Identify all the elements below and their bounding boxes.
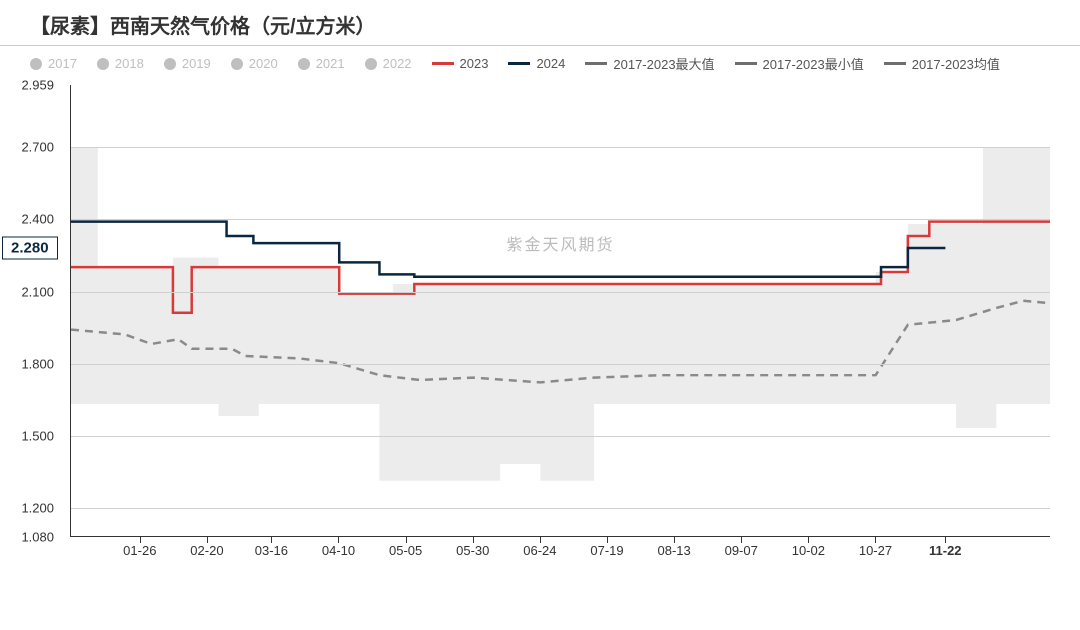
legend-dot-icon [164, 58, 176, 70]
chart-svg [71, 85, 1050, 536]
plot-area: 紫金天风期货 [70, 85, 1050, 537]
legend-line-icon [884, 62, 906, 65]
x-tick-mark [473, 537, 474, 543]
legend-label: 2019 [182, 56, 211, 71]
x-tick-mark [338, 537, 339, 543]
legend: 2017 2018 2019 2020 2021 2022 2023 2024 2017-202… [0, 46, 1080, 77]
gridline [71, 292, 1050, 293]
legend-item[interactable]: 2023 [432, 56, 489, 71]
x-tick-mark [674, 537, 675, 543]
legend-item[interactable]: 2017-2023均值 [884, 54, 1000, 73]
y-tick-label: 2.700 [21, 140, 62, 155]
legend-label: 2020 [249, 56, 278, 71]
y-tick-label: 1.500 [21, 428, 62, 443]
legend-item[interactable]: 2019 [164, 56, 211, 71]
x-tick-mark [741, 537, 742, 543]
legend-line-icon [508, 62, 530, 65]
y-tick-label: 2.959 [21, 78, 62, 93]
legend-label: 2024 [536, 56, 565, 71]
legend-item[interactable]: 2017-2023最小值 [735, 54, 864, 73]
y-tick-label: 1.800 [21, 356, 62, 371]
x-tick-mark [271, 537, 272, 543]
legend-label: 2017-2023均值 [912, 54, 1000, 73]
y-tick-label: 1.080 [21, 530, 62, 545]
x-tick-mark [406, 537, 407, 543]
x-tick-mark [875, 537, 876, 543]
y-tick-label: 2.400 [21, 212, 62, 227]
legend-dot-icon [298, 58, 310, 70]
legend-item[interactable]: 2018 [97, 56, 144, 71]
x-tick-mark [607, 537, 608, 543]
min-max-band [71, 147, 1050, 481]
gridline [71, 436, 1050, 437]
x-tick-mark [540, 537, 541, 543]
legend-item[interactable]: 2020 [231, 56, 278, 71]
x-tick-mark [207, 537, 208, 543]
legend-dot-icon [97, 58, 109, 70]
legend-dot-icon [30, 58, 42, 70]
legend-label: 2017 [48, 56, 77, 71]
legend-line-icon [585, 62, 607, 65]
gridline [71, 364, 1050, 365]
legend-label: 2017-2023最小值 [763, 54, 864, 73]
legend-item[interactable]: 2022 [365, 56, 412, 71]
legend-item[interactable]: 2017-2023最大值 [585, 54, 714, 73]
legend-label: 2018 [115, 56, 144, 71]
legend-label: 2023 [460, 56, 489, 71]
y-tick-label: 1.200 [21, 501, 62, 516]
y-tick-label: 2.100 [21, 284, 62, 299]
gridline [71, 508, 1050, 509]
x-tick-mark [808, 537, 809, 543]
x-tick-mark [140, 537, 141, 543]
legend-label: 2017-2023最大值 [613, 54, 714, 73]
value-callout: 2.280 [2, 237, 58, 260]
gridline [71, 147, 1050, 148]
gridline [71, 219, 1050, 220]
legend-label: 2021 [316, 56, 345, 71]
legend-item[interactable]: 2021 [298, 56, 345, 71]
x-tick-mark [945, 537, 946, 543]
legend-item[interactable]: 2024 [508, 56, 565, 71]
chart-area: 紫金天风期货 2.280 1.0801.2001.5001.8002.1002.… [70, 85, 1050, 565]
legend-dot-icon [231, 58, 243, 70]
legend-label: 2022 [383, 56, 412, 71]
legend-item[interactable]: 2017 [30, 56, 77, 71]
legend-line-icon [735, 62, 757, 65]
chart-title: 【尿素】西南天然气价格（元/立方米） [0, 0, 1080, 46]
legend-line-icon [432, 62, 454, 65]
legend-dot-icon [365, 58, 377, 70]
